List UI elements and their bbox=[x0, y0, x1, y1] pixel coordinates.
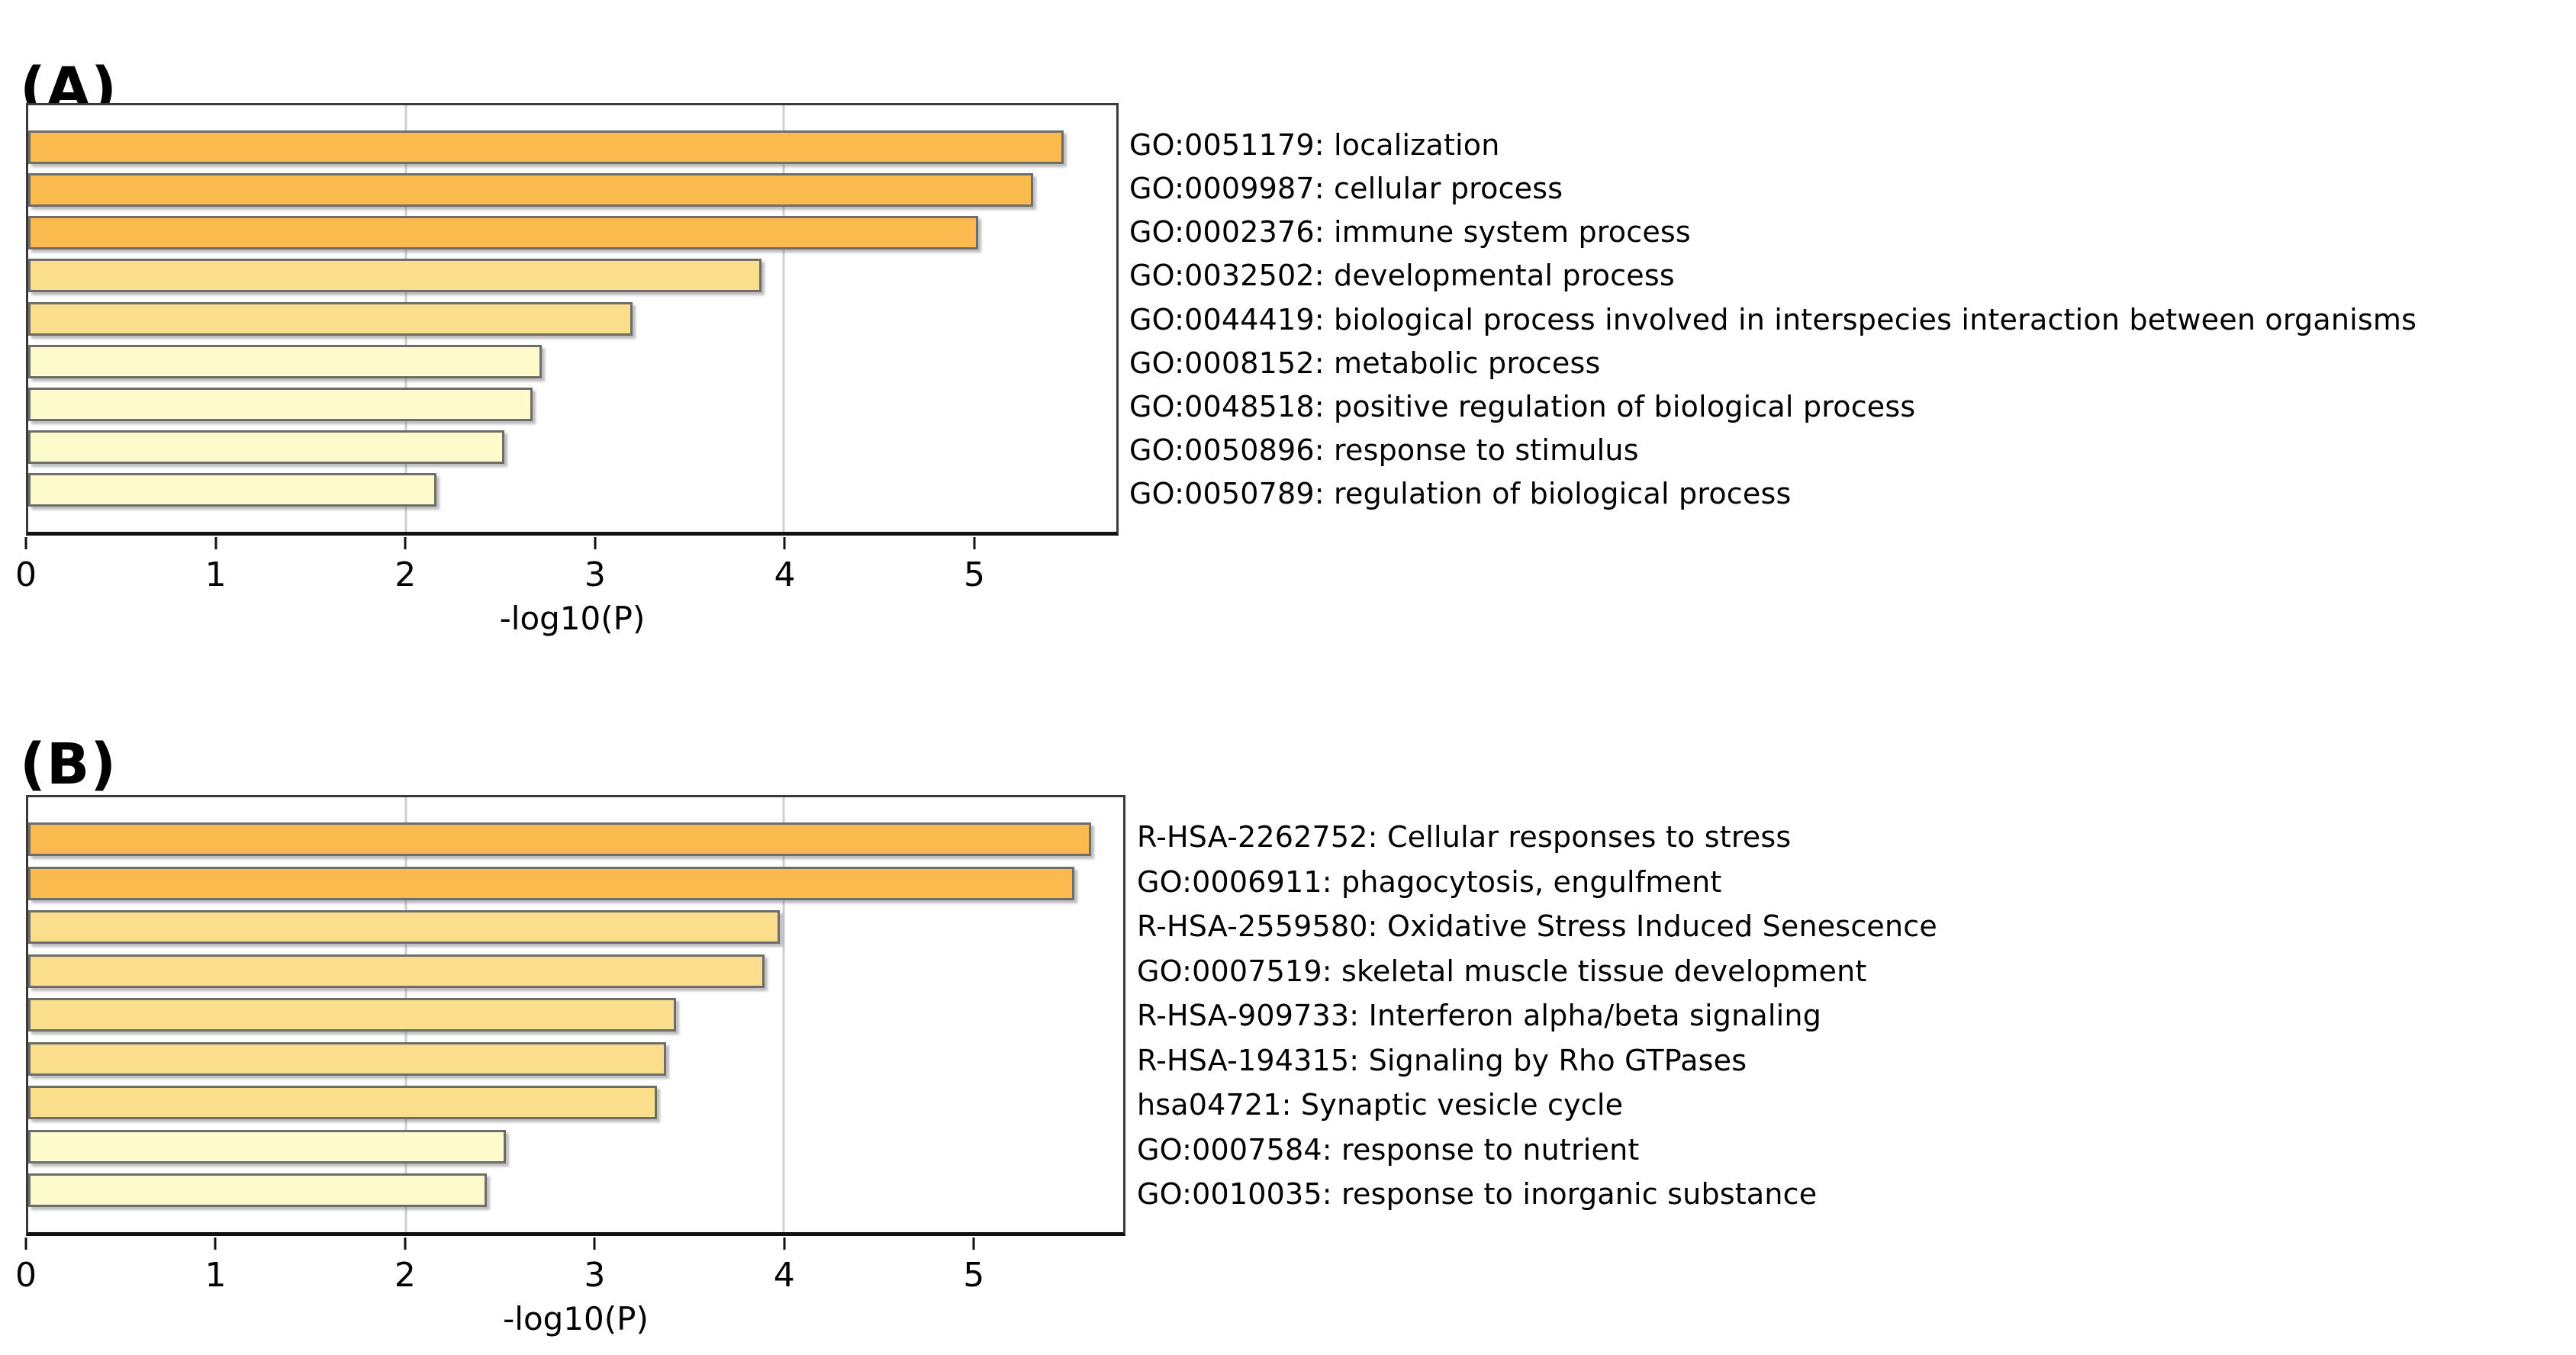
panel-a-x-tick-label-2: 2 bbox=[394, 555, 417, 594]
panel-b-bar-8 bbox=[28, 1129, 506, 1163]
panel-a-bar-4 bbox=[28, 259, 762, 293]
panel-a-category-labels: GO:0051179: localization GO:0009987: cell… bbox=[1129, 103, 2417, 536]
panel-a-bar-7 bbox=[28, 387, 533, 421]
panel-a-x-tick-mark-2 bbox=[404, 537, 407, 549]
panel-a-x-tick-mark-4 bbox=[783, 537, 786, 549]
panel-a-x-tick-mark-1 bbox=[214, 537, 217, 549]
panel-a-gridline-x4 bbox=[782, 105, 785, 532]
panel-b-x-tick-mark-2 bbox=[404, 1238, 407, 1250]
panel-a-category-label-9: GO:0050789: regulation of biological pro… bbox=[1129, 477, 1792, 510]
panel-a-x-axis-label: -log10(P) bbox=[499, 600, 646, 637]
panel-a-x-tick-mark-0 bbox=[24, 537, 27, 549]
panel-b-x-tick-label-3: 3 bbox=[584, 1256, 606, 1295]
panel-b-category-label-2: GO:0006911: phagocytosis, engulfment bbox=[1137, 864, 1722, 899]
panel-b-x-axis-label: -log10(P) bbox=[503, 1300, 649, 1337]
panel-b-gridline-x4 bbox=[782, 797, 785, 1232]
panel-b-category-labels: R-HSA-2262752: Cellular responses to str… bbox=[1137, 795, 1937, 1236]
panel-a-bar-5 bbox=[28, 301, 633, 336]
panel-a-plotbox bbox=[26, 103, 1119, 536]
panel-b-category-label-7: hsa04721: Synaptic vesicle cycle bbox=[1137, 1088, 1624, 1122]
panel-b-bars-layer bbox=[28, 797, 1123, 1232]
panel-a-bar-1 bbox=[28, 130, 1064, 164]
panel-a-bar-3 bbox=[28, 216, 979, 250]
panel-b-x-tick-label-1: 1 bbox=[204, 1256, 227, 1295]
panel-a-category-label-2: GO:0009987: cellular process bbox=[1129, 172, 1563, 206]
panel-b-plotbox bbox=[26, 795, 1125, 1236]
panel-b-bar-1 bbox=[28, 822, 1091, 856]
panel-b-x-tick-mark-1 bbox=[214, 1238, 217, 1250]
panel-b-bar-9 bbox=[28, 1173, 488, 1207]
panel-b-bar-4 bbox=[28, 954, 765, 988]
panel-b-bar-6 bbox=[28, 1041, 667, 1076]
panel-a-x-axis: 0 1 2 3 4 5 bbox=[15, 536, 1119, 627]
panel-a-category-label-4: GO:0032502: developmental process bbox=[1129, 259, 1675, 293]
panel-a-bar-2 bbox=[28, 173, 1034, 208]
panel-b-x-tick-label-4: 4 bbox=[773, 1256, 795, 1295]
panel-a-x-tick-label-5: 5 bbox=[964, 555, 986, 594]
panel-b-category-label-8: GO:0007584: response to nutrient bbox=[1137, 1132, 1640, 1167]
panel-a-x-tick-label-3: 3 bbox=[584, 555, 606, 594]
panel-a-bar-6 bbox=[28, 344, 543, 378]
panel-a-x-tick-label-1: 1 bbox=[204, 555, 227, 594]
panel-a-category-label-7: GO:0048518: positive regulation of biolo… bbox=[1129, 389, 1916, 423]
panel-a-category-label-1: GO:0051179: localization bbox=[1129, 128, 1500, 162]
panel-b-category-label-9: GO:0010035: response to inorganic substa… bbox=[1137, 1177, 1818, 1211]
panel-b-bar-7 bbox=[28, 1086, 657, 1119]
panel-b-category-label-1: R-HSA-2262752: Cellular responses to str… bbox=[1137, 820, 1792, 854]
panel-a-category-label-8: GO:0050896: response to stimulus bbox=[1129, 433, 1639, 467]
panel-a-category-label-6: GO:0008152: metabolic process bbox=[1129, 346, 1601, 380]
panel-b-title: (B) bbox=[20, 732, 118, 798]
panel-b-category-label-4: GO:0007519: skeletal muscle tissue devel… bbox=[1137, 954, 1867, 988]
panel-b-x-tick-mark-4 bbox=[783, 1238, 786, 1250]
panel-a-bars-layer bbox=[28, 105, 1116, 532]
panel-b-x-tick-mark-5 bbox=[972, 1238, 975, 1250]
panel-b-x-tick-label-5: 5 bbox=[963, 1256, 985, 1295]
panel-a-x-tick-label-4: 4 bbox=[774, 555, 796, 594]
panel-b-x-tick-label-2: 2 bbox=[394, 1256, 416, 1295]
panel-b-category-label-6: R-HSA-194315: Signaling by Rho GTPases bbox=[1137, 1043, 1747, 1077]
panel-b-x-tick-label-0: 0 bbox=[15, 1256, 37, 1295]
panel-a-x-tick-mark-3 bbox=[594, 537, 597, 549]
panel-b-x-axis: 0 1 2 3 4 5 bbox=[15, 1236, 1125, 1328]
panel-b-x-tick-mark-3 bbox=[593, 1238, 596, 1250]
panel-b-bar-5 bbox=[28, 998, 676, 1032]
panel-a-x-tick-mark-5 bbox=[973, 537, 976, 549]
panel-b-x-tick-mark-0 bbox=[24, 1238, 27, 1250]
panel-b-category-label-3: R-HSA-2559580: Oxidative Stress Induced … bbox=[1137, 909, 1937, 943]
panel-b-category-label-5: R-HSA-909733: Interferon alpha/beta sign… bbox=[1137, 999, 1822, 1032]
panel-a-x-tick-label-0: 0 bbox=[15, 555, 37, 594]
panel-a-bar-9 bbox=[28, 473, 436, 507]
panel-a-category-label-5: GO:0044419: biological process involved … bbox=[1129, 302, 2417, 336]
panel-a-bar-8 bbox=[28, 430, 504, 464]
panel-b-bar-3 bbox=[28, 910, 780, 944]
panel-a-category-label-3: GO:0002376: immune system process bbox=[1129, 215, 1691, 249]
panel-b-bar-2 bbox=[28, 866, 1074, 900]
